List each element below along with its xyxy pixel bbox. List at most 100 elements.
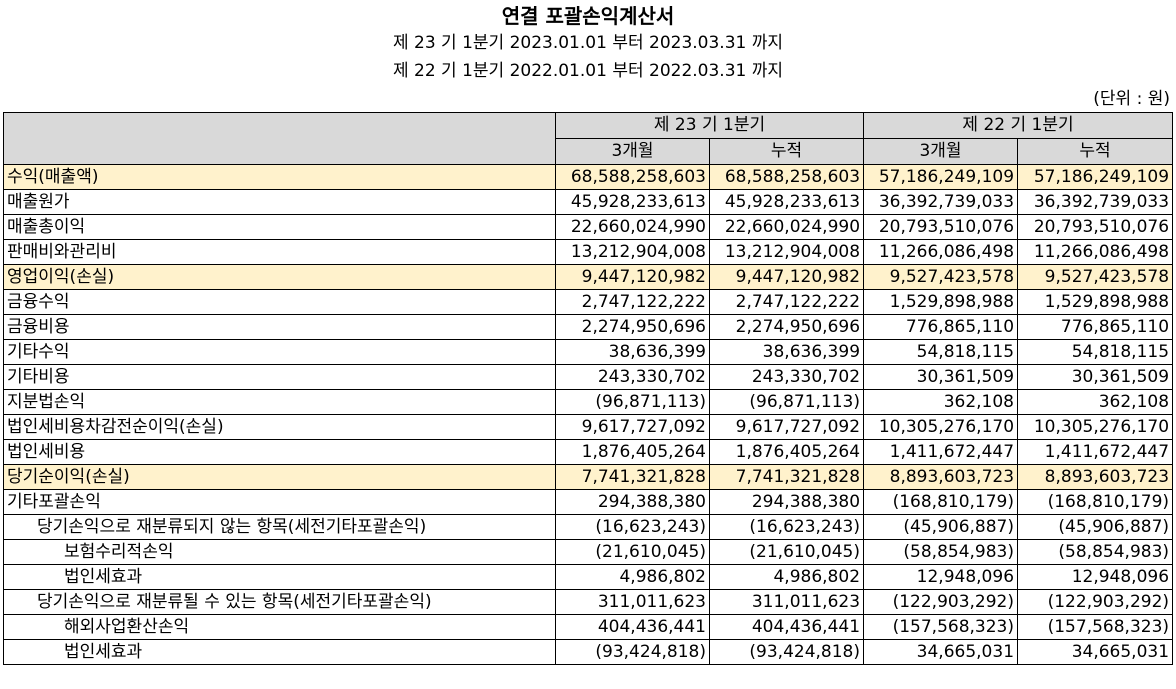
table-row: 수익(매출액) 68,588,258,603 68,588,258,603 57,18… <box>3 164 1174 190</box>
row-value-c1: 404,436,441 <box>555 614 710 640</box>
table-row: 매출원가 45,928,233,613 45,928,233,613 36,392,7… <box>3 189 1174 215</box>
row-value-c2: 2,747,122,222 <box>708 289 865 315</box>
row-value-c4: (168,810,179) <box>1017 489 1174 515</box>
row-value-c2: (16,623,243) <box>708 514 865 540</box>
table-row: 보험수리적손익 (21,610,045) (21,610,045) (58,854,9… <box>3 539 1174 565</box>
row-value-c2: 22,660,024,990 <box>708 214 865 240</box>
header-row-2: 3개월 누적 3개월 누적 <box>4 138 1174 165</box>
row-value-c1: 38,636,399 <box>555 339 710 365</box>
table-row: 기타포괄손익 294,388,380 294,388,380 (168,810,179… <box>3 489 1174 515</box>
table-row: 금융비용 2,274,950,696 2,274,950,696 776,865,11… <box>3 314 1174 340</box>
row-value-c4: 12,948,096 <box>1017 564 1174 590</box>
row-value-c4: 34,665,031 <box>1017 639 1174 665</box>
header-blank <box>3 112 556 165</box>
row-value-c4: 57,186,249,109 <box>1017 164 1174 190</box>
row-value-c2: 9,617,727,092 <box>708 414 865 440</box>
row-value-c3: (122,903,292) <box>863 589 1019 615</box>
row-value-c2: 4,986,802 <box>708 564 865 590</box>
table-row: 당기손익으로 재분류되지 않는 항목(세전기타포괄손익) (16,623,243)… <box>3 514 1174 540</box>
row-label: 판매비와관리비 <box>3 239 556 265</box>
row-value-c3: (168,810,179) <box>863 489 1019 515</box>
row-value-c2: (93,424,818) <box>708 639 865 665</box>
row-value-c4: (157,568,323) <box>1017 614 1174 640</box>
prior-period: 제 22 기 1분기 2022.01.01 부터 2022.03.31 까지 <box>392 61 784 81</box>
row-value-c1: (96,871,113) <box>555 389 710 415</box>
row-label: 당기손익으로 재분류될 수 있는 항목(세전기타포괄손익) <box>3 589 556 615</box>
table-row: 법인세비용 1,876,405,264 1,876,405,264 1,411,672… <box>3 439 1174 465</box>
row-value-c1: 68,588,258,603 <box>555 164 710 190</box>
header-row-1: 제 23 기 1분기 제 22 기 1분기 <box>3 112 1174 165</box>
row-value-c1: 1,876,405,264 <box>555 439 710 465</box>
header-current-3m: 3개월 <box>555 138 710 165</box>
row-value-c1: 2,274,950,696 <box>555 314 710 340</box>
row-value-c4: 776,865,110 <box>1017 314 1174 340</box>
current-period: 제 23 기 1분기 2023.01.01 부터 2023.03.31 까지 <box>392 33 784 53</box>
table-row: 법인세효과 4,986,802 4,986,802 12,948,096 12,948,… <box>3 564 1174 590</box>
row-label: 영업이익(손실) <box>3 264 556 290</box>
row-value-c3: 10,305,276,170 <box>863 414 1019 440</box>
row-value-c3: 776,865,110 <box>863 314 1019 340</box>
row-value-c2: 38,636,399 <box>708 339 865 365</box>
row-value-c3: 11,266,086,498 <box>863 239 1019 265</box>
table-row: 당기손익으로 재분류될 수 있는 항목(세전기타포괄손익) 311,011,623… <box>3 589 1174 615</box>
row-value-c2: 9,447,120,982 <box>708 264 865 290</box>
table-row: 금융수익 2,747,122,222 2,747,122,222 1,529,898,… <box>3 289 1174 315</box>
row-value-c1: 9,447,120,982 <box>555 264 710 290</box>
header-prior-3m: 3개월 <box>863 138 1019 165</box>
row-value-c1: 243,330,702 <box>555 364 710 390</box>
row-label: 당기손익으로 재분류되지 않는 항목(세전기타포괄손익) <box>3 514 556 540</box>
row-value-c1: 13,212,904,008 <box>555 239 710 265</box>
row-value-c4: 36,392,739,033 <box>1017 189 1174 215</box>
row-value-c3: 8,893,603,723 <box>863 464 1019 490</box>
row-value-c1: 9,617,727,092 <box>555 414 710 440</box>
row-value-c4: 11,266,086,498 <box>1017 239 1174 265</box>
row-value-c2: 13,212,904,008 <box>708 239 865 265</box>
row-label: 보험수리적손익 <box>3 539 556 565</box>
row-value-c4: 10,305,276,170 <box>1017 414 1174 440</box>
row-value-c4: 54,818,115 <box>1017 339 1174 365</box>
row-label: 지분법손익 <box>3 389 556 415</box>
table-row: 지분법손익 (96,871,113) (96,871,113) 362,108 362,… <box>3 389 1174 415</box>
row-value-c4: 30,361,509 <box>1017 364 1174 390</box>
row-value-c4: 1,529,898,988 <box>1017 289 1174 315</box>
row-value-c2: 1,876,405,264 <box>708 439 865 465</box>
row-value-c3: 34,665,031 <box>863 639 1019 665</box>
row-value-c4: (122,903,292) <box>1017 589 1174 615</box>
row-value-c4: 9,527,423,578 <box>1017 264 1174 290</box>
row-label: 법인세비용 <box>3 439 556 465</box>
row-value-c3: 36,392,739,033 <box>863 189 1019 215</box>
row-value-c1: 311,011,623 <box>555 589 710 615</box>
row-value-c4: 8,893,603,723 <box>1017 464 1174 490</box>
row-value-c3: 1,529,898,988 <box>863 289 1019 315</box>
row-value-c3: 12,948,096 <box>863 564 1019 590</box>
row-value-c4: (58,854,983) <box>1017 539 1174 565</box>
row-label: 기타포괄손익 <box>3 489 556 515</box>
row-value-c3: 54,818,115 <box>863 339 1019 365</box>
table-row: 판매비와관리비 13,212,904,008 13,212,904,008 11,26… <box>3 239 1174 265</box>
row-value-c1: 7,741,321,828 <box>555 464 710 490</box>
unit-label: (단위 : 원) <box>1093 89 1170 109</box>
row-value-c2: 7,741,321,828 <box>708 464 865 490</box>
row-value-c3: 362,108 <box>863 389 1019 415</box>
table-row: 기타수익 38,636,399 38,636,399 54,818,115 54,818… <box>3 339 1174 365</box>
row-label: 당기순이익(손실) <box>3 464 556 490</box>
row-label: 기타수익 <box>3 339 556 365</box>
row-value-c3: 20,793,510,076 <box>863 214 1019 240</box>
row-label: 법인세비용차감전순이익(손실) <box>3 414 556 440</box>
row-label: 법인세효과 <box>3 564 556 590</box>
table-row: 법인세효과 (93,424,818) (93,424,818) 34,665,031 3… <box>3 639 1174 665</box>
row-value-c2: 243,330,702 <box>708 364 865 390</box>
table-row: 기타비용 243,330,702 243,330,702 30,361,509 30,3… <box>3 364 1174 390</box>
header-prior-period: 제 22 기 1분기 <box>863 112 1174 139</box>
row-value-c3: (157,568,323) <box>863 614 1019 640</box>
row-label: 금융수익 <box>3 289 556 315</box>
row-value-c3: 30,361,509 <box>863 364 1019 390</box>
row-value-c3: (58,854,983) <box>863 539 1019 565</box>
row-label: 매출총이익 <box>3 214 556 240</box>
row-value-c2: 2,274,950,696 <box>708 314 865 340</box>
header-prior-cum: 누적 <box>1017 138 1174 165</box>
row-value-c1: (16,623,243) <box>555 514 710 540</box>
income-statement-table: 제 23 기 1분기 제 22 기 1분기 3개월 누적 3개월 누적 수익(매… <box>3 112 1174 665</box>
row-value-c3: 57,186,249,109 <box>863 164 1019 190</box>
row-value-c3: 9,527,423,578 <box>863 264 1019 290</box>
